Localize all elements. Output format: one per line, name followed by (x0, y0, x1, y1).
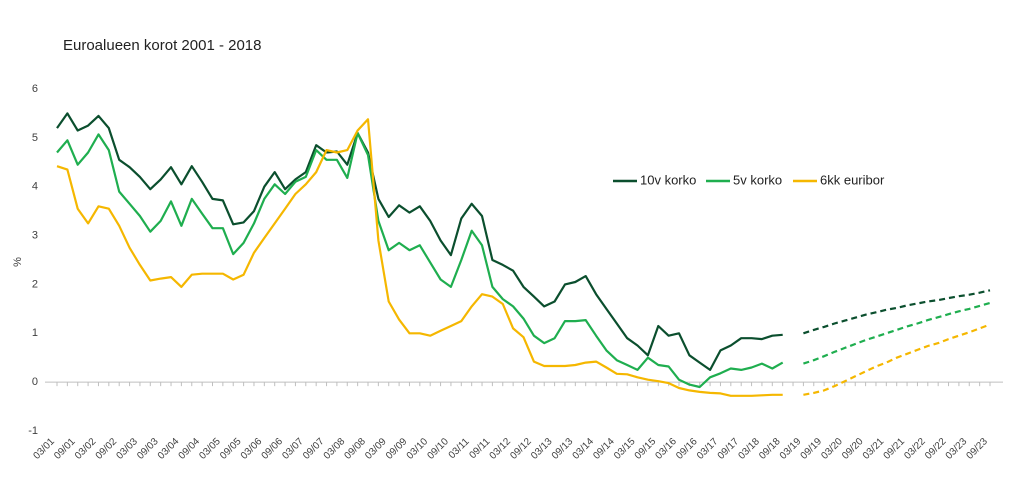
x-tick-label: 03/21 (861, 436, 887, 462)
x-tick-label: 03/14 (571, 436, 597, 462)
y-tick-label: 5 (32, 132, 38, 144)
x-tick-label: 09/21 (882, 436, 908, 462)
x-tick-label: 03/17 (695, 436, 721, 462)
y-axis-label: % (12, 257, 24, 267)
x-tick-label: 09/22 (923, 436, 949, 462)
x-tick-label: 03/13 (529, 436, 555, 462)
x-tick-label: 03/01 (32, 436, 58, 462)
forecast-line (803, 289, 991, 335)
chart-title: Euroalueen korot 2001 - 2018 (63, 37, 261, 54)
forecast-line (803, 301, 991, 365)
x-tick-label: 03/23 (944, 436, 970, 462)
x-tick-label: 09/07 (301, 436, 327, 462)
x-tick-label: 09/06 (260, 436, 286, 462)
y-tick-label: 4 (32, 181, 38, 193)
series-line (56, 118, 783, 397)
x-tick-label: 03/02 (73, 436, 99, 462)
x-tick-label: 03/09 (363, 436, 389, 462)
x-tick-label: 09/17 (716, 436, 742, 462)
x-tick-label: 03/10 (405, 436, 431, 462)
series-line (56, 131, 784, 389)
x-tick-label: 09/20 (840, 436, 866, 462)
x-tick-label: 09/09 (384, 436, 410, 462)
x-tick-label: 09/18 (757, 436, 783, 462)
x-tick-label: 09/14 (591, 436, 617, 462)
x-tick-label: 03/20 (819, 436, 845, 462)
x-tick-label: 09/04 (177, 436, 203, 462)
x-tick-label: 09/13 (550, 436, 576, 462)
x-tick-label: 03/15 (612, 436, 638, 462)
y-tick-label: 0 (32, 376, 38, 388)
x-tick-label: 09/05 (218, 436, 244, 462)
y-tick-label: 3 (32, 229, 38, 241)
x-tick-label: 03/16 (654, 436, 680, 462)
x-tick-label: 09/10 (425, 436, 451, 462)
x-tick-label: 03/12 (488, 436, 514, 462)
x-tick-label: 03/11 (447, 436, 472, 461)
forecast-line (803, 323, 991, 396)
x-tick-label: 09/08 (343, 436, 369, 462)
x-tick-label: 09/12 (508, 436, 534, 462)
y-tick-label: 2 (32, 278, 38, 290)
x-tick-label: 09/01 (52, 436, 78, 462)
legend-label: 10v korko (640, 172, 696, 187)
x-tick-label: 09/02 (94, 436, 120, 462)
x-tick-label: 03/08 (322, 436, 348, 462)
x-tick-label: 03/18 (736, 436, 762, 462)
legend-label: 6kk euribor (820, 172, 885, 187)
x-tick-label: 09/11 (467, 436, 492, 461)
x-tick-label: 03/05 (197, 436, 223, 462)
x-tick-label: 09/03 (135, 436, 161, 462)
legend-label: 5v korko (733, 172, 782, 187)
x-tick-label: 03/03 (114, 436, 140, 462)
x-tick-label: 03/04 (156, 436, 182, 462)
y-tick-label: 6 (32, 83, 38, 95)
series-line (56, 112, 783, 371)
y-tick-label: -1 (28, 425, 38, 437)
x-tick-label: 09/15 (633, 436, 659, 462)
y-tick-label: 1 (32, 327, 38, 339)
x-tick-label: 03/22 (902, 436, 928, 462)
x-tick-label: 03/06 (239, 436, 265, 462)
x-tick-label: 03/19 (778, 436, 804, 462)
x-tick-label: 09/19 (799, 436, 825, 462)
x-tick-label: 09/23 (965, 436, 991, 462)
x-tick-label: 09/16 (674, 436, 700, 462)
x-tick-label: 03/07 (280, 436, 306, 462)
